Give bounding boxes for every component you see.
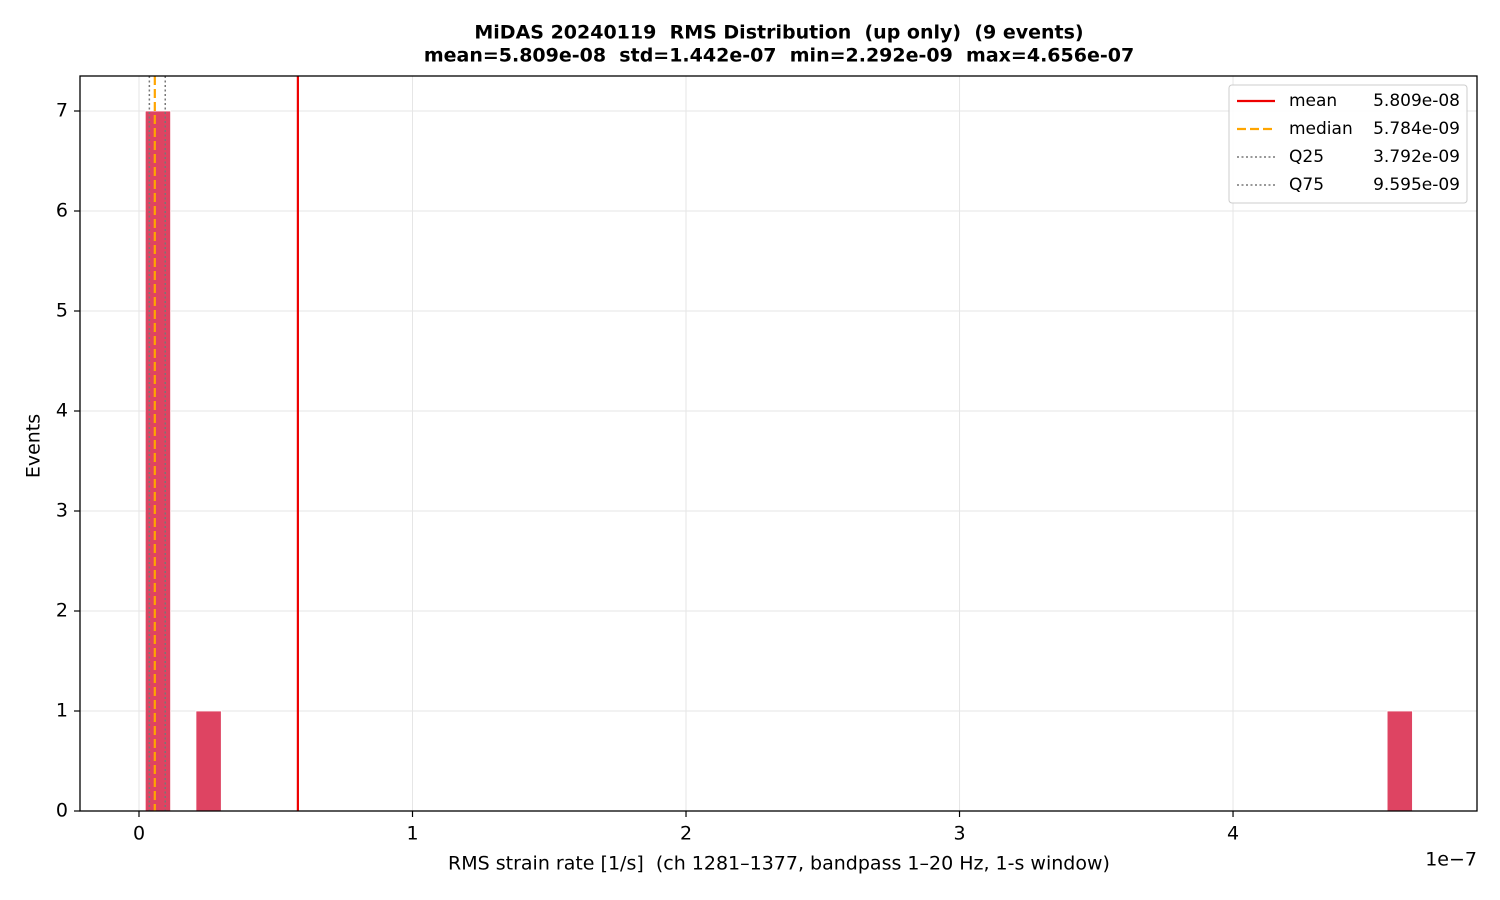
legend-label: Q75 (1289, 175, 1324, 195)
y-tick-label: 7 (56, 100, 68, 122)
legend-value: 9.595e-09 (1373, 175, 1460, 195)
x-axis-label: RMS strain rate [1/s] (ch 1281–1377, ban… (448, 853, 1110, 875)
chart-title: MiDAS 20240119 RMS Distribution (up only… (474, 22, 1083, 44)
y-tick-label: 6 (56, 200, 68, 222)
x-offset-label: 1e−7 (1425, 849, 1477, 871)
legend-label: mean (1289, 91, 1337, 111)
y-tick-label: 1 (56, 700, 68, 722)
y-tick-label: 5 (56, 300, 68, 322)
legend-value: 3.792e-09 (1373, 147, 1460, 167)
legend-value: 5.784e-09 (1373, 119, 1460, 139)
y-tick-label: 3 (56, 500, 68, 522)
bar (195, 710, 222, 812)
bar (1386, 710, 1413, 812)
legend-value: 5.809e-08 (1373, 91, 1460, 111)
plot-frame (79, 75, 1478, 812)
x-tick-label: 3 (953, 823, 965, 845)
x-tick-label: 0 (133, 823, 145, 845)
x-tick-label: 1 (406, 823, 418, 845)
legend-box (1228, 84, 1468, 204)
x-tick-label: 2 (680, 823, 692, 845)
legend-label: Q25 (1289, 147, 1324, 167)
y-tick-label: 2 (56, 600, 68, 622)
x-tick-label: 4 (1227, 823, 1239, 845)
y-axis-label: Events (23, 414, 45, 478)
y-tick-label: 4 (56, 400, 68, 422)
legend-label: median (1289, 119, 1353, 139)
y-tick-label: 0 (56, 800, 68, 822)
chart-subtitle: mean=5.809e-08 std=1.442e-07 min=2.292e-… (424, 45, 1134, 67)
